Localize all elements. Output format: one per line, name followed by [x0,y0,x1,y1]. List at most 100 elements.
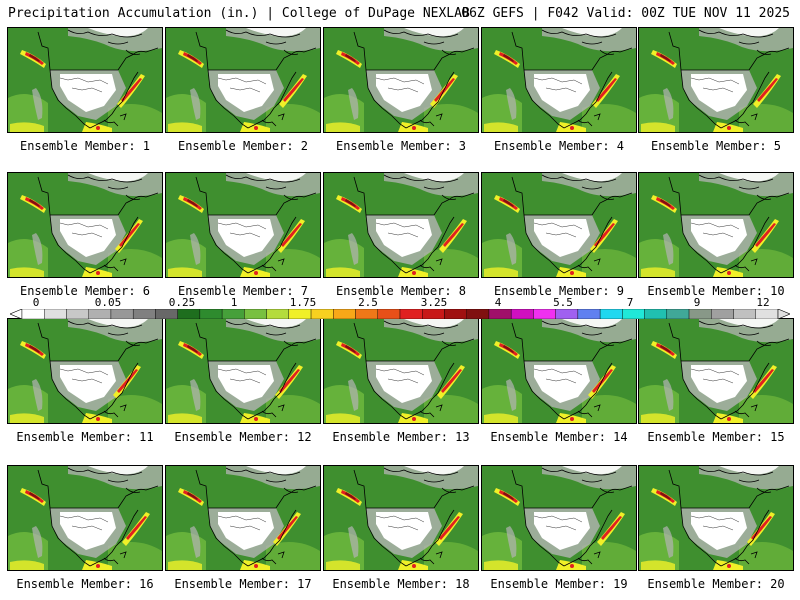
colorbar-swatch [310,309,334,319]
ensemble-member-label: Ensemble Member: 4 [493,139,625,153]
colorbar-swatch [288,309,312,319]
precipitation-map [165,27,321,133]
precipitation-map [638,318,794,424]
ensemble-member-label: Ensemble Member: 8 [335,284,467,298]
colorbar-swatch [555,309,579,319]
ensemble-member-label: Ensemble Member: 3 [335,139,467,153]
ensemble-member-label: Ensemble Member: 17 [174,577,312,591]
precipitation-map [7,465,163,571]
colorbar-tick-label: 0 [32,296,40,309]
ensemble-member-label: Ensemble Member: 1 [19,139,151,153]
colorbar-swatch [666,309,690,319]
colorbar-tick-label: 4 [494,296,502,309]
ensemble-member-panel: Ensemble Member: 16 [7,465,163,591]
ensemble-member-panel: Ensemble Member: 6 [7,172,163,298]
colorbar-swatch [244,309,267,319]
colorbar-swatch [110,309,134,319]
colorbar-tick-label: 0.05 [94,296,122,309]
ensemble-member-panel: Ensemble Member: 3 [323,27,479,153]
ensemble-member-panel: Ensemble Member: 17 [165,465,321,591]
colorbar-swatch [199,309,223,319]
ensemble-member-panel: Ensemble Member: 19 [481,465,637,591]
colorbar-swatch [488,309,512,319]
colorbar-tick-label: 0.25 [168,296,196,309]
colorbar-tick-label: 2.5 [358,296,378,309]
precipitation-map [481,172,637,278]
colorbar-swatch [21,309,45,319]
ensemble-member-label: Ensemble Member: 14 [490,430,628,444]
colorbar-tick-label: 1.75 [289,296,317,309]
colorbar-swatch [688,309,712,319]
precipitation-map [323,172,479,278]
colorbar-swatch [644,309,668,319]
colorbar-swatch [622,309,645,319]
ensemble-member-panel: Ensemble Member: 12 [165,318,321,444]
colorbar-swatch [510,309,534,319]
ensemble-member-label: Ensemble Member: 11 [16,430,154,444]
colorbar-swatch [466,309,490,319]
ensemble-member-label: Ensemble Member: 18 [332,577,470,591]
precipitation-map [481,318,637,424]
colorbar-swatch [399,309,423,319]
colorbar-swatch [377,309,401,319]
ensemble-member-label: Ensemble Member: 10 [647,284,785,298]
ensemble-member-label: Ensemble Member: 6 [19,284,151,298]
ensemble-member-label: Ensemble Member: 19 [490,577,628,591]
precipitation-map [323,318,479,424]
colorbar-swatch [577,309,601,319]
ensemble-member-panel: Ensemble Member: 15 [638,318,794,444]
ensemble-member-panel: Ensemble Member: 11 [7,318,163,444]
precipitation-map [7,27,163,133]
precipitation-map [638,172,794,278]
precipitation-map [481,465,637,571]
precipitation-map [165,172,321,278]
colorbar-tick-label: 3.25 [420,296,448,309]
colorbar-swatch [711,309,734,319]
colorbar-swatch [599,309,623,319]
colorbar-swatch [266,309,290,319]
ensemble-member-panel: Ensemble Member: 9 [481,172,637,298]
ensemble-member-panel: Ensemble Member: 5 [638,27,794,153]
precipitation-map [165,318,321,424]
ensemble-member-panel: Ensemble Member: 13 [323,318,479,444]
ensemble-member-panel: Ensemble Member: 4 [481,27,637,153]
ensemble-member-label: Ensemble Member: 16 [16,577,154,591]
valid-time-label: 06Z GEFS | F042 Valid: 00Z TUE NOV 11 20… [461,6,790,21]
colorbar-swatch [132,309,156,319]
precipitation-map [481,27,637,133]
ensemble-member-label: Ensemble Member: 7 [177,284,309,298]
colorbar-swatch [444,309,467,319]
colorbar-min-arrow [10,309,23,319]
colorbar-tick-label: 5.5 [553,296,573,309]
colorbar-tick-label: 9 [693,296,701,309]
colorbar-swatch [333,309,356,319]
colorbar-swatch [44,309,67,319]
ensemble-member-panel: Ensemble Member: 18 [323,465,479,591]
colorbar-max-arrow [777,309,790,319]
ensemble-member-panel: Ensemble Member: 10 [638,172,794,298]
colorbar-swatch [355,309,378,319]
ensemble-member-label: Ensemble Member: 15 [647,430,785,444]
precipitation-map [165,465,321,571]
colorbar-swatch [221,309,245,319]
precipitation-map [638,27,794,133]
ensemble-member-panel: Ensemble Member: 1 [7,27,163,153]
ensemble-member-panel: Ensemble Member: 7 [165,172,321,298]
ensemble-member-label: Ensemble Member: 9 [493,284,625,298]
precipitation-map [638,465,794,571]
colorbar-swatch [733,309,756,319]
colorbar-swatch [177,309,201,319]
precipitation-map [7,318,163,424]
ensemble-member-label: Ensemble Member: 20 [647,577,785,591]
ensemble-member-label: Ensemble Member: 13 [332,430,470,444]
precipitation-map [323,465,479,571]
colorbar-swatches [10,309,790,319]
precipitation-map [7,172,163,278]
precipitation-colorbar: 0 0.05 0.25 1 1.75 2.5 3.25 4 5.5 7 9 12 [10,297,790,319]
colorbar-tick-label: 12 [756,296,770,309]
colorbar-swatch [533,309,556,319]
ensemble-member-panel: Ensemble Member: 14 [481,318,637,444]
colorbar-tick-label: 7 [626,296,634,309]
colorbar-swatch [66,309,89,319]
ensemble-member-label: Ensemble Member: 2 [177,139,309,153]
